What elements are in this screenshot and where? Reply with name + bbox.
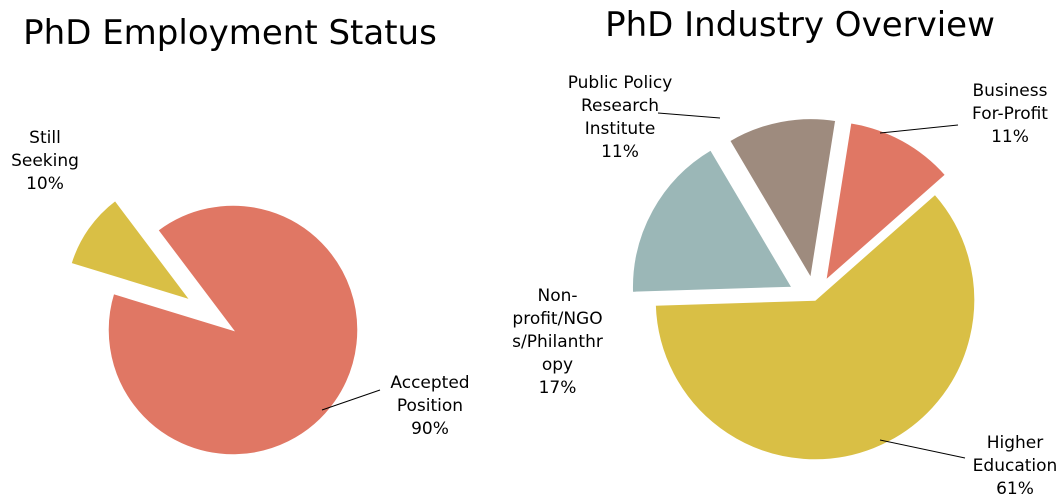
pie-slice	[728, 117, 837, 281]
leader-line	[879, 124, 959, 134]
leader-line	[321, 389, 381, 411]
pie-slice	[69, 199, 193, 302]
category-label: Business For-Profit	[972, 81, 1048, 124]
slice-label: Public Policy Research Institute 11%	[565, 72, 675, 164]
chart-title: PhD Employment Status	[23, 13, 437, 53]
pie-slice	[824, 121, 947, 283]
leader-line	[879, 439, 966, 459]
category-label: Accepted Position	[390, 373, 470, 416]
leader-line	[657, 112, 721, 119]
value-label: 11%	[601, 142, 639, 162]
category-label: Still Seeking	[11, 128, 79, 171]
slice-label: Non-profit/NGOs/Philanthropy 17%	[510, 285, 605, 400]
page: PhD Employment Status PhD Industry Overv…	[0, 5, 1060, 499]
value-label: 61%	[996, 479, 1034, 499]
charts	[69, 112, 976, 461]
slice-label: Business For-Profit 11%	[960, 80, 1060, 149]
value-label: 17%	[538, 378, 577, 398]
category-label: Higher Education	[972, 433, 1058, 476]
slice-label: Higher Education 61%	[965, 432, 1061, 501]
chart-title: PhD Industry Overview	[605, 5, 995, 45]
slice-label: Still Seeking 10%	[0, 127, 90, 196]
value-label: 90%	[411, 419, 449, 439]
value-label: 10%	[26, 174, 64, 194]
value-label: 11%	[991, 127, 1029, 147]
pie-slice	[654, 193, 976, 461]
category-label: Non-profit/NGOs/Philanthropy	[512, 286, 603, 375]
slice-label: Accepted Position 90%	[375, 372, 485, 441]
category-label: Public Policy Research Institute	[567, 73, 673, 139]
pie-slice	[631, 148, 794, 294]
pie-slice	[107, 204, 359, 456]
